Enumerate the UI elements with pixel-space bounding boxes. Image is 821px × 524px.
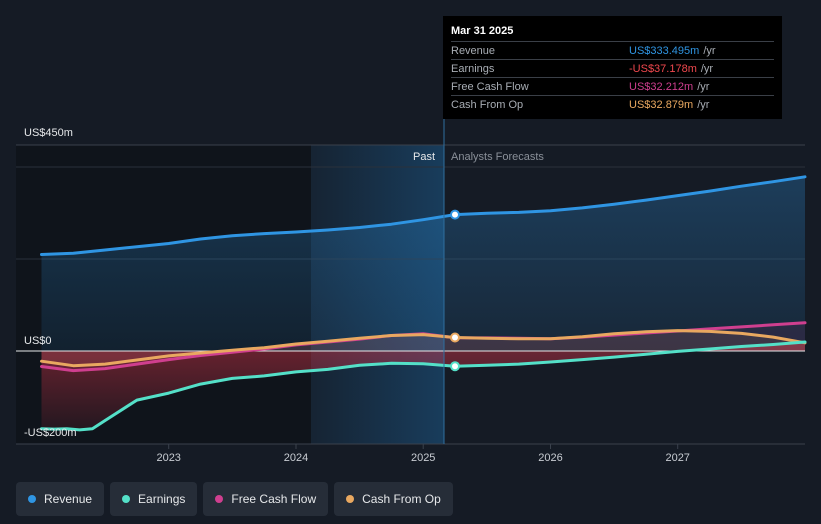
- revenue-dot-icon: [28, 495, 36, 503]
- legend-earnings-label: Earnings: [138, 492, 186, 506]
- tooltip-cfo-unit: /yr: [697, 98, 710, 111]
- y-label-top: US$450m: [24, 127, 73, 139]
- x-axis-ticks: 2023 2024 2025 2026 2027: [156, 444, 690, 464]
- x-tick-label-2025: 2025: [411, 452, 435, 464]
- past-label: Past: [413, 151, 435, 163]
- tooltip-row-earnings: Earnings -US$37.178m /yr: [451, 59, 774, 77]
- free-cash-flow-dot-icon: [215, 495, 224, 503]
- tooltip-row-cfo: Cash From Op US$32.879m /yr: [451, 95, 774, 113]
- chart-legend: Revenue Earnings Free Cash Flow Cash Fro…: [16, 482, 453, 516]
- earnings-line: [40, 340, 807, 432]
- tooltip-earnings-name: Earnings: [451, 62, 495, 75]
- legend-item-revenue[interactable]: Revenue: [16, 482, 105, 516]
- cash-from-op-dot-icon: [346, 495, 355, 503]
- x-tick-label-2027: 2027: [665, 452, 689, 464]
- tooltip-revenue-unit: /yr: [703, 44, 716, 57]
- x-tick-label-2026: 2026: [538, 452, 562, 464]
- cfo-line: [40, 329, 807, 368]
- tooltip-cfo-value: US$32.879m: [629, 98, 694, 111]
- tooltip-cfo-name: Cash From Op: [451, 98, 524, 111]
- highlight-points: [450, 209, 460, 372]
- tooltip-earnings-value: -US$37.178m: [629, 62, 697, 75]
- legend-revenue-label: Revenue: [44, 492, 93, 506]
- area-fills: [41, 176, 805, 430]
- data-tooltip: Mar 31 2025 Revenue US$333.495m /yr Earn…: [443, 16, 782, 119]
- legend-cash-from-op-label: Cash From Op: [362, 492, 441, 506]
- legend-free-cash-flow-label: Free Cash Flow: [231, 492, 317, 506]
- tooltip-date: Mar 31 2025: [451, 25, 514, 37]
- legend-item-cash-from-op[interactable]: Cash From Op: [334, 482, 453, 516]
- y-label-zero: US$0: [24, 335, 52, 347]
- legend-item-free-cash-flow[interactable]: Free Cash Flow: [203, 482, 329, 516]
- revenue-area: [41, 176, 805, 351]
- revenue-line: [40, 175, 807, 256]
- cfo-highlight-point: [450, 332, 460, 343]
- cfo-area: [41, 330, 805, 366]
- x-tick-label-2024: 2024: [284, 452, 308, 464]
- tooltip-row-revenue: Revenue US$333.495m /yr: [451, 41, 774, 59]
- y-label-bottom: -US$200m: [24, 427, 77, 439]
- tooltip-row-fcf: Free Cash Flow US$32.212m /yr: [451, 77, 774, 95]
- earnings-highlight-point: [450, 361, 460, 372]
- tooltip-fcf-value: US$32.212m: [629, 80, 694, 93]
- tooltip-fcf-name: Free Cash Flow: [451, 80, 529, 93]
- forecast-label: Analysts Forecasts: [451, 151, 544, 163]
- tooltip-fcf-unit: /yr: [697, 80, 710, 93]
- fcf-area: [41, 322, 805, 371]
- x-tick-label-2023: 2023: [156, 452, 180, 464]
- series-lines: [40, 175, 807, 432]
- earnings-dot-icon: [122, 495, 131, 503]
- tooltip-earnings-unit: /yr: [700, 62, 714, 75]
- tooltip-revenue-value: US$333.495m: [629, 44, 700, 57]
- earnings-area: [41, 342, 805, 430]
- tooltip-revenue-name: Revenue: [451, 44, 496, 57]
- legend-item-earnings[interactable]: Earnings: [110, 482, 198, 516]
- revenue-highlight-point: [450, 209, 460, 220]
